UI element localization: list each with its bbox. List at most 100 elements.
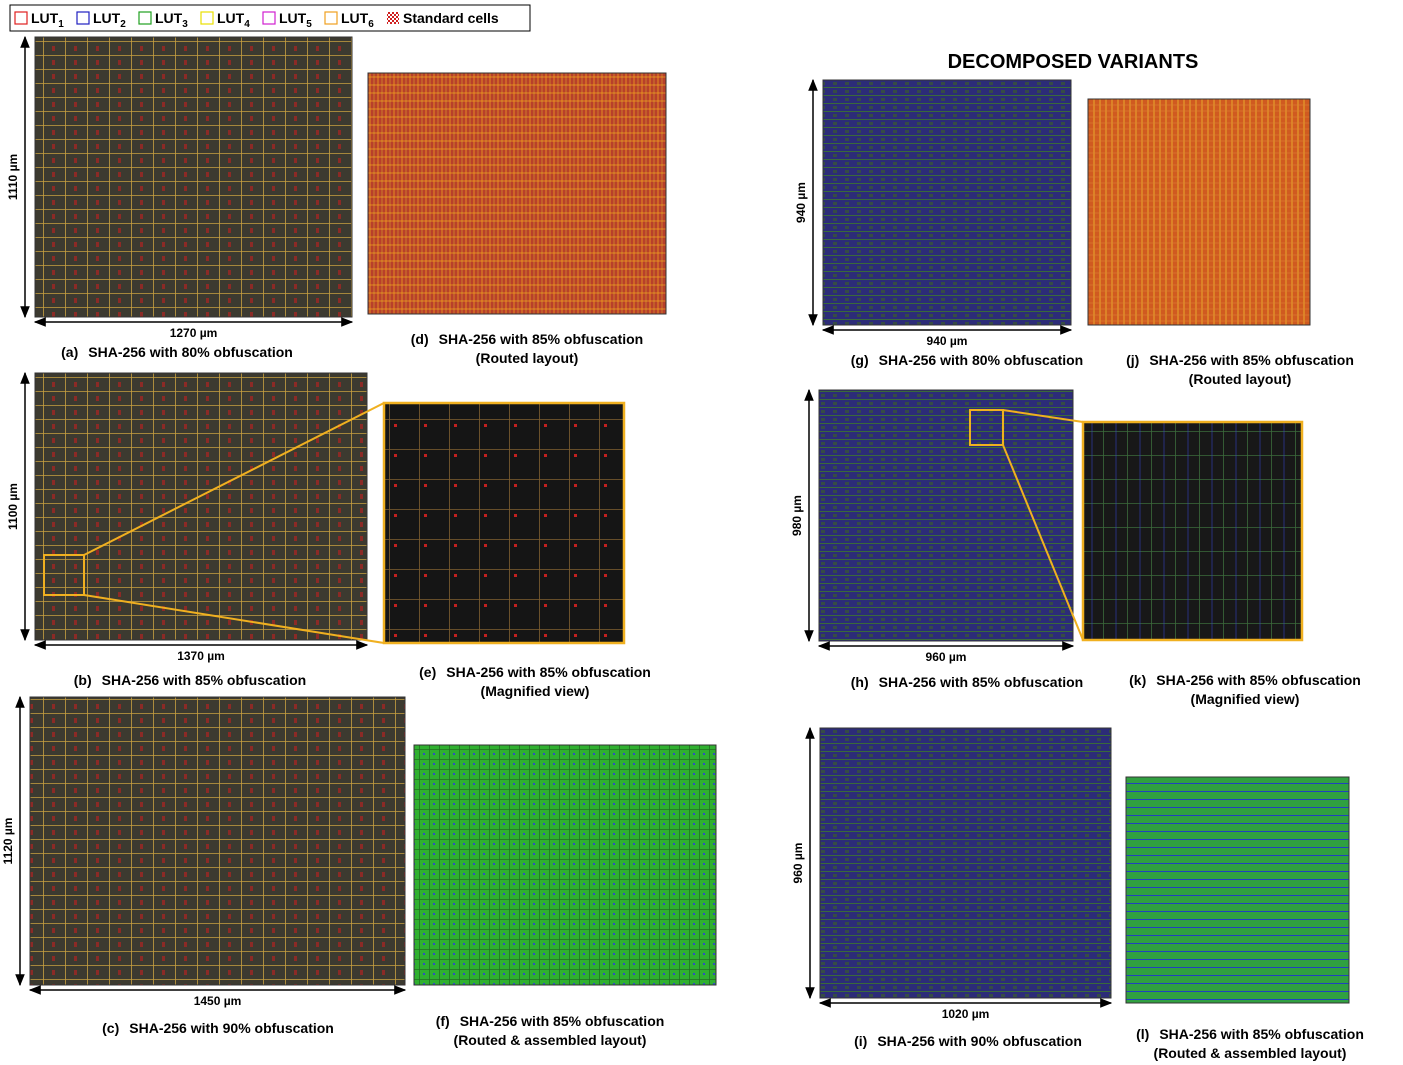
height-label: 1120 µm <box>1 818 15 865</box>
layout-image <box>1081 420 1304 642</box>
width-label: 1450 µm <box>194 994 242 1008</box>
panel-tag: (k) <box>1129 672 1146 688</box>
legend-swatch <box>14 11 28 25</box>
layout-image <box>818 389 1074 642</box>
layout-image <box>819 727 1112 999</box>
legend-label-text: LUT <box>279 10 307 26</box>
zoom-line <box>83 594 385 644</box>
legend-label-text: LUT <box>341 10 369 26</box>
height-label: 960 µm <box>791 843 805 884</box>
legend-label-sub: 2 <box>120 19 126 30</box>
panel-caption: (k) SHA-256 with 85% obfuscation <box>1129 672 1361 688</box>
layout-image <box>34 372 368 641</box>
panel-caption: (j) SHA-256 with 85% obfuscation <box>1126 352 1354 368</box>
zoom-box <box>969 409 1004 446</box>
panel-caption: (Routed & assembled layout) <box>454 1032 647 1048</box>
panel: 1120 µm 1450 µm (c) SHA-256 with 90% obfusc… <box>1 695 407 1036</box>
panel-caption-text: SHA-256 with 85% obfuscation <box>460 1013 665 1029</box>
layout-image <box>1125 776 1350 1004</box>
panel: (k) SHA-256 with 85% obfuscation (Magnifie… <box>1081 420 1361 707</box>
zoom-box <box>43 554 85 596</box>
panel: 1100 µm 1370 µm (b) SHA-256 with 85% obfusc… <box>6 371 369 688</box>
legend-label-text: LUT <box>217 10 245 26</box>
legend-swatch <box>138 11 152 25</box>
zoom-line <box>1002 444 1084 641</box>
panel-tag: (e) <box>419 664 436 680</box>
panel-caption: (f) SHA-256 with 85% obfuscation <box>436 1013 665 1029</box>
legend-swatch <box>262 11 276 25</box>
zoom-line <box>83 402 385 556</box>
panel-caption: (b) SHA-256 with 85% obfuscation <box>74 672 306 688</box>
layout-image <box>367 72 667 315</box>
legend-label-sub: 1 <box>58 19 64 30</box>
panel-caption: (l) SHA-256 with 85% obfuscation <box>1136 1026 1364 1042</box>
legend-swatch <box>324 11 338 25</box>
zoom-line <box>1002 409 1084 423</box>
width-label: 1370 µm <box>177 649 225 663</box>
panel-caption-text: SHA-256 with 80% obfuscation <box>879 352 1084 368</box>
width-label: 940 µm <box>927 334 968 348</box>
legend-swatch <box>200 11 214 25</box>
legend-label: LUT5 <box>279 10 312 30</box>
layout-image <box>382 401 626 645</box>
panel: 1110 µm 1270 µm (a) SHA-256 with 80% obfusc… <box>6 35 354 360</box>
panel-tag: (j) <box>1126 352 1139 368</box>
panel-tag: (d) <box>411 331 429 347</box>
panels: 1110 µm 1270 µm (a) SHA-256 with 80% obfusc… <box>1 35 1364 1061</box>
panel-caption-text: (Routed layout) <box>1189 371 1292 387</box>
panel-caption-text: (Routed & assembled layout) <box>1154 1045 1347 1061</box>
height-label: 980 µm <box>790 495 804 536</box>
panel: 960 µm 1020 µm (i) SHA-256 with 90% obfusca… <box>791 726 1113 1049</box>
layout-image <box>413 744 717 986</box>
panel-caption: (Magnified view) <box>1191 691 1300 707</box>
panel-caption: (h) SHA-256 with 85% obfuscation <box>851 674 1083 690</box>
panel: (j) SHA-256 with 85% obfuscation (Routed l… <box>1087 98 1354 387</box>
panel-caption: (i) SHA-256 with 90% obfuscation <box>854 1033 1082 1049</box>
legend-label-sub: 4 <box>244 19 250 30</box>
panel-tag: (a) <box>61 344 78 360</box>
panel-tag: (h) <box>851 674 869 690</box>
panel-tag: (b) <box>74 672 92 688</box>
panel-caption-text: (Magnified view) <box>1191 691 1300 707</box>
panel-caption: (Routed layout) <box>476 350 579 366</box>
panel-caption: (g) SHA-256 with 80% obfuscation <box>851 352 1083 368</box>
height-label: 940 µm <box>794 182 808 223</box>
panel-caption: (c) SHA-256 with 90% obfuscation <box>102 1020 334 1036</box>
legend-label-sub: 6 <box>368 19 374 30</box>
panel-tag: (f) <box>436 1013 450 1029</box>
panel-caption: (d) SHA-256 with 85% obfuscation <box>411 331 643 347</box>
layout-image <box>822 79 1072 326</box>
section-title: DECOMPOSED VARIANTS <box>948 51 1199 73</box>
panel-caption: (a) SHA-256 with 80% obfuscation <box>61 344 293 360</box>
legend-label-sub: 3 <box>182 19 188 30</box>
legend-swatch <box>76 11 90 25</box>
panel-tag: (c) <box>102 1020 119 1036</box>
legend-label: Standard cells <box>403 10 499 26</box>
panel-caption-text: SHA-256 with 90% obfuscation <box>129 1020 334 1036</box>
legend-label-text: LUT <box>155 10 183 26</box>
height-label: 1100 µm <box>6 483 20 530</box>
panel-caption: (e) SHA-256 with 85% obfuscation <box>419 664 651 680</box>
height-label: 1110 µm <box>6 154 20 200</box>
width-label: 960 µm <box>926 650 967 664</box>
panel: 940 µm 940 µm (g) SHA-256 with 80% obfuscat… <box>794 78 1083 368</box>
legend-label-text: LUT <box>93 10 121 26</box>
legend: LUT1 LUT2 LUT3 LUT4 LUT5 LUT6 Standard cells <box>14 10 499 30</box>
panel-caption-text: SHA-256 with 85% obfuscation <box>879 674 1084 690</box>
panel-caption-text: (Routed layout) <box>476 350 579 366</box>
panel-tag: (g) <box>851 352 869 368</box>
legend-label: LUT1 <box>31 10 64 30</box>
panel: 980 µm 960 µm (h) SHA-256 with 85% obfuscat… <box>790 388 1083 690</box>
legend-label: LUT6 <box>341 10 374 30</box>
panel-caption-text: SHA-256 with 85% obfuscation <box>439 331 644 347</box>
panel-caption: (Routed layout) <box>1189 371 1292 387</box>
panel-caption-text: SHA-256 with 85% obfuscation <box>446 664 651 680</box>
panel-caption: (Magnified view) <box>481 683 590 699</box>
panel-tag: (i) <box>854 1033 867 1049</box>
width-label: 1020 µm <box>942 1007 990 1021</box>
panel-caption: (Routed & assembled layout) <box>1154 1045 1347 1061</box>
panel: (f) SHA-256 with 85% obfuscation (Routed &… <box>413 744 717 1048</box>
legend-label-sub: 5 <box>306 19 312 30</box>
panel: (l) SHA-256 with 85% obfuscation (Routed &… <box>1125 776 1364 1061</box>
